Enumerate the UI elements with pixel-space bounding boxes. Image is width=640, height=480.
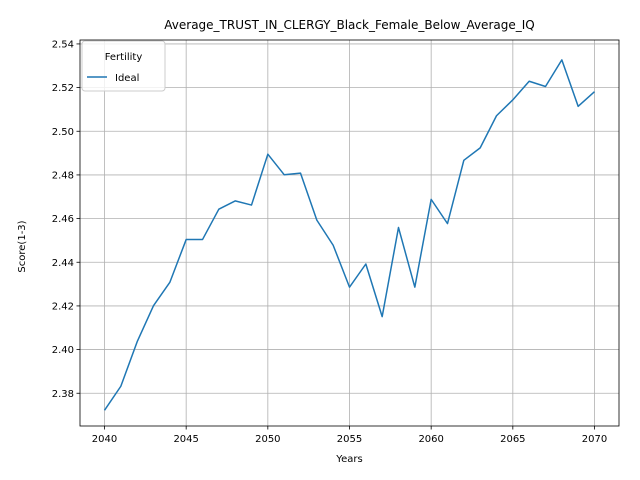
x-axis-label: Years bbox=[335, 454, 362, 465]
grid bbox=[80, 40, 619, 426]
y-axis-label: Score(1-3) bbox=[17, 220, 28, 272]
y-tick-label: 2.44 bbox=[52, 258, 74, 269]
legend: Fertility Ideal bbox=[81, 40, 166, 92]
x-tick-label: 2060 bbox=[418, 434, 443, 445]
y-tick-label: 2.38 bbox=[52, 389, 74, 400]
y-tick-label: 2.48 bbox=[52, 170, 74, 181]
plot-area bbox=[103, 59, 596, 411]
series-line-ideal bbox=[103, 59, 596, 411]
y-tick-label: 2.50 bbox=[52, 127, 74, 138]
y-tick-label: 2.42 bbox=[52, 301, 74, 312]
x-tick-label: 2045 bbox=[173, 434, 198, 445]
y-tick-label: 2.46 bbox=[52, 214, 74, 225]
x-tick-label: 2065 bbox=[500, 434, 525, 445]
y-tick-label: 2.40 bbox=[52, 345, 74, 356]
y-tick-label: 2.52 bbox=[52, 83, 74, 94]
x-tick-label: 2055 bbox=[337, 434, 362, 445]
x-tick-label: 2070 bbox=[582, 434, 607, 445]
x-tick-label: 2050 bbox=[255, 434, 280, 445]
legend-title: Fertility bbox=[105, 52, 143, 63]
y-tick-label: 2.54 bbox=[52, 39, 74, 50]
legend-label-ideal: Ideal bbox=[115, 73, 139, 84]
legend-box bbox=[81, 40, 166, 92]
y-axis-ticks: 2.38 2.40 2.42 2.44 2.46 2.48 2.50 2.52 2.54 bbox=[52, 39, 80, 400]
x-tick-label: 2040 bbox=[92, 434, 117, 445]
x-axis-ticks: 2040 2045 2050 2055 2060 2065 2070 bbox=[92, 426, 607, 445]
chart-title: Average_TRUST_IN_CLERGY_Black_Female_Bel… bbox=[164, 18, 534, 32]
